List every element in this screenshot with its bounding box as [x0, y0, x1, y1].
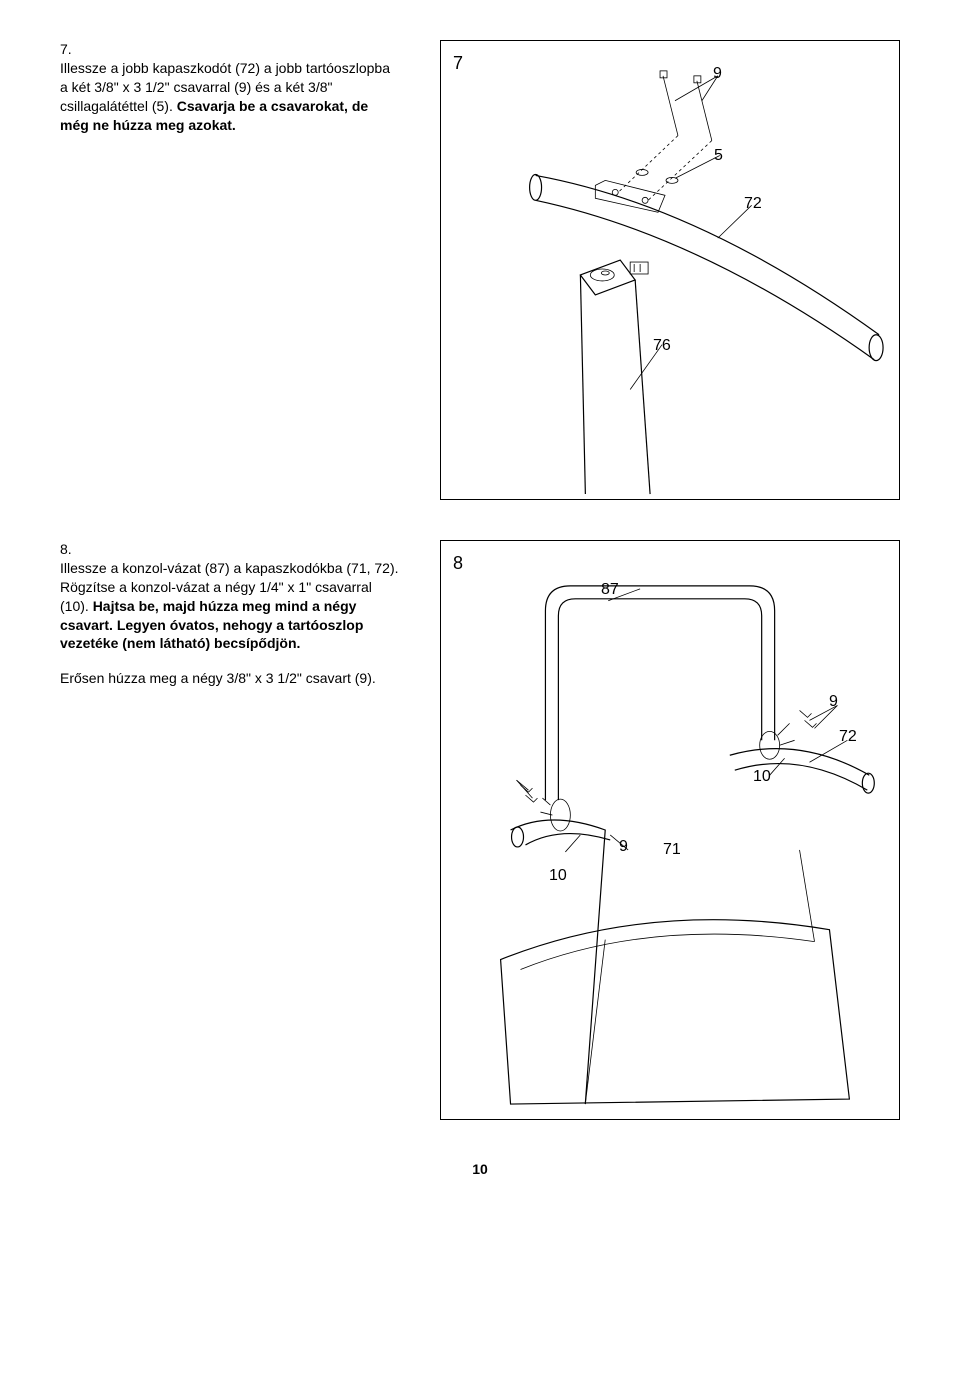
label-72: 72	[744, 193, 762, 215]
step-8-plain-b: Erősen húzza meg a négy 3/8" x 3 1/2" cs…	[60, 669, 400, 688]
label-10a: 10	[753, 766, 771, 788]
label-9b: 9	[619, 836, 628, 858]
step-7-number: 7.	[60, 40, 80, 59]
label-9: 9	[713, 63, 722, 85]
step-8-body: Illessze a konzol-vázat (87) a kapaszkod…	[60, 559, 400, 688]
step-8-bold: Hajtsa be, majd húzza meg mind a négy cs…	[60, 598, 363, 652]
label-9a: 9	[829, 691, 838, 713]
label-10b: 10	[549, 865, 567, 887]
page-number: 10	[60, 1160, 900, 1179]
figure-7: 7	[440, 40, 900, 500]
step-8-row: 8. Illessze a konzol-vázat (87) a kapasz…	[60, 540, 900, 1120]
step-8-text: 8. Illessze a konzol-vázat (87) a kapasz…	[60, 540, 440, 1120]
step-7-body: Illessze a jobb kapaszkodót (72) a jobb …	[60, 59, 400, 135]
figure-8-drawing	[441, 541, 899, 1119]
step-7-text: 7. Illessze a jobb kapaszkodót (72) a jo…	[60, 40, 440, 500]
label-76: 76	[653, 335, 671, 357]
label-71: 71	[663, 839, 681, 861]
label-5: 5	[714, 145, 723, 167]
figure-7-drawing	[441, 41, 899, 499]
step-8-number: 8.	[60, 540, 80, 559]
label-87: 87	[601, 579, 619, 601]
label-72: 72	[839, 726, 857, 748]
figure-8: 8	[440, 540, 900, 1120]
step-7-row: 7. Illessze a jobb kapaszkodót (72) a jo…	[60, 40, 900, 500]
